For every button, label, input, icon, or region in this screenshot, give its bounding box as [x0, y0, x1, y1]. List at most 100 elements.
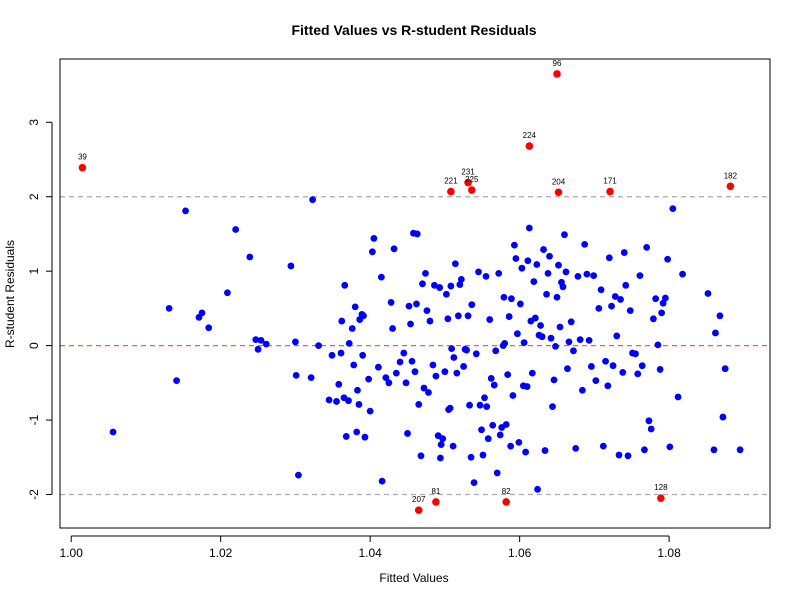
y-axis-label: R-student Residuals	[3, 240, 17, 348]
data-point	[338, 317, 346, 325]
x-tick-label: 1.00	[60, 546, 84, 560]
data-point	[599, 442, 607, 450]
data-point	[413, 230, 421, 238]
data-point	[437, 454, 444, 462]
data-point	[482, 272, 490, 280]
data-point	[309, 196, 317, 204]
data-point	[561, 231, 568, 239]
data-point	[466, 401, 473, 409]
outlier-point	[468, 186, 476, 194]
data-point	[453, 369, 461, 377]
data-point	[605, 254, 613, 262]
data-point	[307, 374, 315, 382]
data-point	[232, 226, 240, 233]
data-point	[537, 322, 544, 329]
data-point	[476, 401, 484, 409]
data-point	[710, 446, 718, 454]
data-point	[425, 389, 432, 396]
data-point	[374, 363, 382, 371]
outlier-label: 81	[431, 487, 440, 496]
outlier-label: 231	[461, 168, 475, 177]
data-point	[109, 428, 117, 436]
data-point	[457, 275, 465, 283]
data-point	[441, 368, 449, 376]
data-point	[581, 240, 589, 248]
data-point	[647, 425, 655, 433]
data-point	[590, 272, 598, 280]
data-point	[572, 444, 580, 452]
data-point	[624, 452, 632, 460]
data-point	[468, 301, 476, 309]
data-point	[335, 380, 343, 388]
data-point	[369, 248, 376, 256]
data-point	[370, 235, 378, 242]
outlier-label: 171	[603, 177, 617, 186]
data-point	[562, 268, 570, 276]
data-point	[505, 313, 513, 320]
data-point	[622, 281, 630, 289]
data-point	[246, 253, 254, 261]
y-tick-label: 0	[27, 342, 41, 349]
data-point	[508, 295, 515, 303]
data-point	[570, 347, 577, 355]
data-point	[512, 255, 520, 262]
data-point	[328, 351, 336, 359]
data-point	[674, 393, 682, 401]
data-point	[449, 442, 457, 450]
data-point	[666, 443, 674, 451]
data-point	[385, 379, 393, 387]
data-point	[408, 357, 416, 365]
data-point	[350, 361, 358, 369]
data-point	[541, 447, 549, 454]
data-point	[544, 270, 552, 277]
data-point	[654, 341, 662, 349]
data-point	[292, 371, 300, 379]
data-point	[656, 366, 664, 373]
y-tick-label: 3	[27, 119, 41, 126]
data-point	[576, 336, 584, 344]
data-point	[661, 294, 669, 302]
data-point	[632, 350, 639, 358]
x-axis-label: Fitted Values	[379, 571, 448, 585]
data-point	[645, 417, 653, 425]
data-point	[555, 261, 562, 269]
outlier-point	[464, 178, 472, 187]
data-point	[439, 435, 447, 443]
data-point	[636, 272, 644, 280]
data-point	[531, 314, 539, 322]
data-point	[509, 392, 517, 399]
data-point	[262, 340, 270, 348]
data-point	[534, 485, 541, 493]
data-point	[553, 293, 561, 301]
data-point	[479, 451, 487, 459]
data-point	[613, 332, 621, 340]
data-point	[552, 342, 559, 350]
outlier-label: 128	[654, 483, 668, 492]
data-point	[579, 386, 586, 394]
data-point	[530, 278, 538, 285]
data-point	[182, 207, 189, 215]
outlier-label: 221	[444, 177, 458, 186]
data-point	[437, 441, 445, 449]
data-point	[492, 347, 500, 355]
data-point	[546, 252, 553, 260]
data-point	[489, 421, 497, 429]
data-point	[405, 302, 413, 310]
data-point	[669, 205, 677, 213]
data-point	[515, 438, 523, 446]
data-point	[355, 401, 363, 408]
data-point	[341, 281, 349, 289]
data-point	[448, 345, 456, 352]
data-point	[165, 304, 173, 312]
outlier-point	[502, 498, 510, 506]
data-point	[609, 362, 617, 370]
outlier-point	[78, 163, 87, 172]
data-point	[390, 245, 398, 253]
data-point	[173, 377, 180, 384]
data-point	[377, 273, 385, 281]
data-point	[520, 339, 528, 347]
data-point	[565, 338, 573, 346]
data-point	[556, 323, 564, 331]
data-point	[604, 382, 612, 390]
outlier-label: 225	[465, 175, 479, 184]
